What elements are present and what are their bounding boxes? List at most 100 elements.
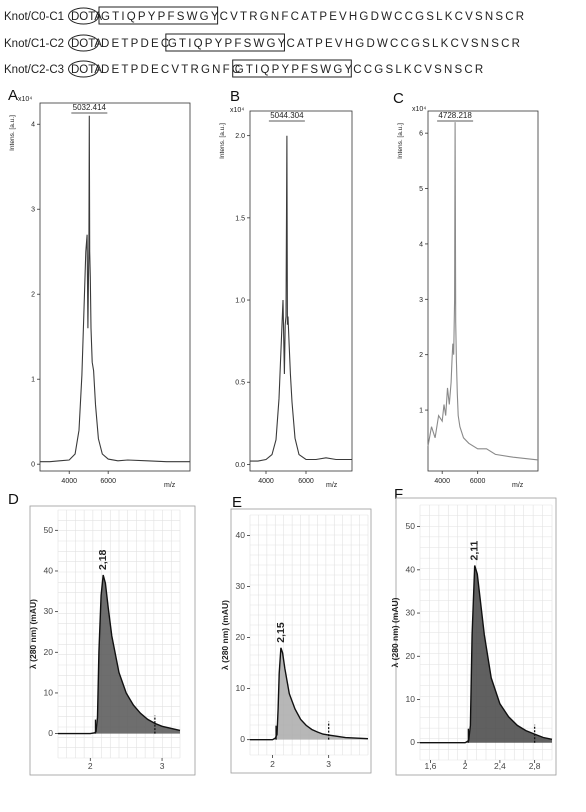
- sequence-alignment: Knot/C0-C1 DOTAGTIQPYPFSWGYCVTRGNFCATPEVH…: [4, 6, 527, 78]
- y-tick-label: 3: [419, 297, 423, 304]
- y-tick-label: 40: [406, 564, 416, 574]
- y-tick-label: 1: [31, 377, 35, 384]
- y-tick-label: 6: [419, 131, 423, 138]
- y-tick-label: 1.5: [235, 215, 245, 222]
- y-tick-label: 0: [31, 462, 35, 469]
- x-tick-label: 2,4: [494, 761, 506, 771]
- y-tick-label: 0.0: [235, 462, 245, 469]
- y-tick-label: 10: [406, 694, 416, 704]
- y-axis-label: λ (280 nm) (mAU): [28, 599, 38, 669]
- panel-f: F 0 10 20 30 40 50 1,6 2 2,4 2,8 λ (280 nm) (mAU) 2,…: [390, 486, 557, 776]
- panel-c: C 1 2 3 4 5 6 4000 6000 m/z Intens. [a.u.] x10⁴ 4728…: [393, 90, 539, 489]
- y-tick-label: 2: [31, 292, 35, 299]
- y-tick-label: 50: [44, 525, 54, 535]
- y-tick-label: 40: [236, 530, 246, 540]
- plot-frame: [249, 110, 353, 472]
- y-tick-label: 2: [419, 352, 423, 359]
- panel-letter: E: [232, 494, 242, 511]
- boxed-motif: GTIQPYPFSWGY: [101, 11, 221, 23]
- x-tick-label: 4000: [61, 478, 77, 485]
- panel-e: E 0 10 20 30 40 2 3 λ (280 nm) (mAU) 2,15: [220, 494, 372, 774]
- y-axis-label: λ (280 nm) (mAU): [390, 597, 400, 667]
- y-tick-label: 30: [406, 608, 416, 618]
- sequence-prefix: DETPDECVTRGNFC: [101, 64, 242, 76]
- sequence-row: Knot/C2-C3 DOTADETPDECVTRGNFCGTIQPYPFSWGY…: [4, 59, 483, 78]
- x-axis-label: m/z: [326, 482, 338, 489]
- boxed-motif: GTIQPYPFSWGY: [168, 38, 288, 50]
- sequence-name: Knot/C0-C1: [4, 11, 64, 23]
- x-tick-label: 6000: [100, 478, 116, 485]
- y-axis-label: λ (280 nm) (mAU): [220, 600, 230, 670]
- retention-time-label: 2,11: [469, 540, 481, 560]
- x-tick-label: 2: [463, 761, 468, 771]
- y-tick-label: 2.0: [235, 133, 245, 140]
- y-tick-label: 1.0: [235, 298, 245, 305]
- y-multiplier: x10⁴: [18, 96, 32, 103]
- plot-frame: [427, 110, 539, 472]
- dota-label: DOTA: [71, 38, 102, 50]
- panel-d: D 0 10 20 30 40 50 2 3 λ (280 nm) (mAU) 2,18: [8, 491, 196, 776]
- y-tick-label: 0: [410, 737, 415, 747]
- peak-mass-label: 5044.304: [270, 111, 304, 120]
- x-tick-label: 6000: [298, 478, 314, 485]
- y-tick-label: 0: [48, 728, 53, 738]
- peak-area: [58, 575, 180, 734]
- y-tick-label: 0: [240, 734, 245, 744]
- panel-b: B 0.0 0.5 1.0 1.5 2.0 4000 6000 m/z Intens. [a.u.…: [219, 88, 353, 489]
- y-tick-label: 20: [406, 651, 416, 661]
- y-tick-label: 30: [236, 581, 246, 591]
- y-tick-label: 4: [419, 241, 423, 248]
- dota-label: DOTA: [71, 64, 102, 76]
- x-tick-label: 4000: [434, 478, 450, 485]
- dota-ellipse: [68, 60, 99, 78]
- panel-letter: C: [393, 90, 404, 107]
- y-tick-label: 4: [31, 122, 35, 129]
- y-tick-label: 30: [44, 606, 54, 616]
- y-axis-label: Intens. [a.u.]: [219, 123, 226, 159]
- retention-time-label: 2,18: [97, 549, 109, 570]
- y-axis-label: Intens. [a.u.]: [9, 115, 16, 151]
- y-tick-label: 10: [44, 687, 54, 697]
- panel-letter: B: [230, 88, 240, 105]
- plot-frame: [39, 102, 191, 472]
- y-multiplier: x10⁴: [412, 106, 426, 113]
- x-tick-label: 3: [326, 759, 331, 769]
- peak-area: [420, 565, 552, 743]
- y-tick-label: 10: [236, 683, 246, 693]
- spectrum-line: [40, 115, 190, 463]
- motif-box: [232, 59, 352, 78]
- motif-box: [98, 6, 219, 25]
- y-tick-label: 3: [31, 207, 35, 214]
- dota-ellipse: [68, 34, 99, 52]
- spectrum-line: [250, 135, 352, 462]
- motif-box: [165, 33, 285, 52]
- sequence-name: Knot/C1-C2: [4, 38, 64, 50]
- sequence-prefix: DETPDEC: [101, 38, 171, 50]
- y-multiplier: x10⁴: [230, 107, 244, 114]
- x-axis-label: m/z: [164, 482, 176, 489]
- spectrum-line: [427, 122, 539, 461]
- panel-letter: A: [8, 87, 18, 104]
- retention-time-label: 2,15: [275, 622, 287, 643]
- y-tick-label: 1: [419, 408, 423, 415]
- x-axis-label: m/z: [512, 482, 524, 489]
- y-tick-label: 50: [406, 521, 416, 531]
- panel-letter: D: [8, 491, 19, 508]
- trace-line: [420, 565, 553, 744]
- sequence-row: Knot/C0-C1 DOTAGTIQPYPFSWGYCVTRGNFCATPEVH…: [4, 6, 527, 25]
- sequence-suffix: CATPEVHGDWCCGSLKCVSNSCR: [286, 38, 522, 50]
- x-tick-label: 6000: [470, 478, 486, 485]
- dota-ellipse: [68, 7, 99, 25]
- x-tick-label: 2: [270, 759, 275, 769]
- boxed-motif: GTIQPYPFSWGY: [235, 64, 355, 76]
- x-tick-label: 2,8: [529, 761, 541, 771]
- x-tick-label: 4000: [258, 478, 274, 485]
- sequence-suffix: CVTRGNFCATPEVHGDWCCGSLKCVSNSCR: [220, 11, 527, 23]
- y-tick-label: 40: [44, 565, 54, 575]
- y-tick-label: 20: [44, 647, 54, 657]
- sequence-row: Knot/C1-C2 DOTADETPDECGTIQPYPFSWGYCATPEVH…: [4, 33, 522, 52]
- y-tick-label: 0.5: [235, 380, 245, 387]
- trace-line: [250, 647, 369, 741]
- y-axis-label: Intens. [a.u.]: [397, 123, 404, 159]
- panel-a: A 0 1 2 3 4 4000 6000 m/z Intens. [a.u.] x10⁴ 5032.…: [8, 87, 191, 489]
